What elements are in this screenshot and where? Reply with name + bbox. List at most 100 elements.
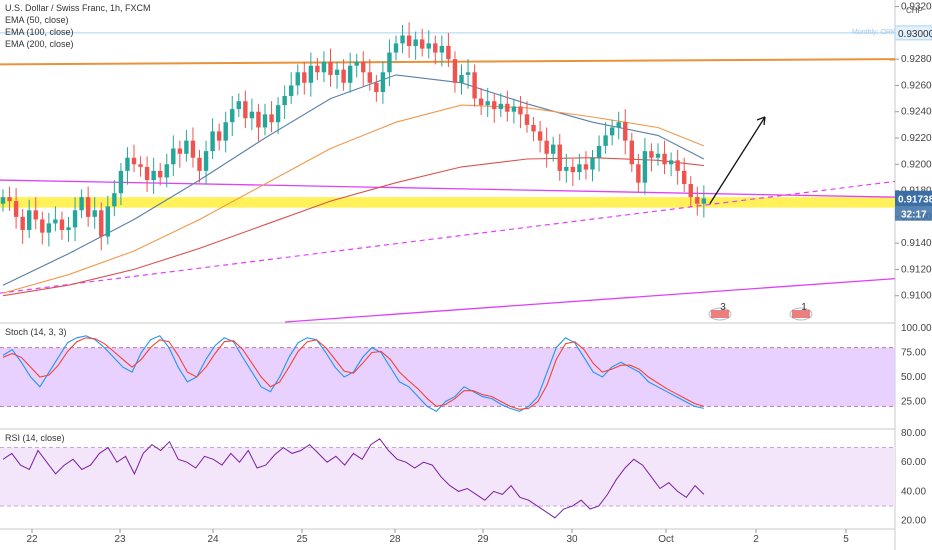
candle-body (459, 74, 464, 83)
projection-arrow (709, 116, 766, 205)
time-tick-label: 22 (26, 534, 38, 545)
candle-body (177, 148, 183, 154)
candle-body (0, 197, 6, 204)
ema200-line (2, 157, 704, 297)
currency-label: CHF (906, 6, 923, 15)
candle-body (171, 148, 176, 165)
rsi-line (2, 438, 705, 519)
candle-body (13, 201, 19, 217)
candle-body (105, 206, 110, 237)
candle-body (354, 61, 359, 66)
candle-body (341, 69, 346, 83)
candle-body (72, 210, 78, 228)
candle-body (498, 103, 503, 110)
candle-body (203, 151, 209, 171)
candle-body (328, 61, 333, 75)
candle-body (446, 46, 451, 60)
candle-body (347, 65, 353, 83)
candle-body (216, 131, 222, 141)
candle-body (334, 69, 340, 75)
candle-body (596, 145, 602, 158)
dashed-trend-line (0, 180, 896, 294)
last-price-tag (895, 190, 932, 207)
candle-body (249, 111, 255, 119)
candle-body (308, 65, 314, 83)
event-count: 3 (720, 302, 726, 313)
candle-body (190, 140, 196, 158)
last-price-label: 0.91738 (898, 195, 932, 206)
stoch-title: Stoch (14, 3, 3) (5, 327, 67, 337)
candle-body (524, 114, 530, 125)
candle-body (616, 122, 621, 128)
candle-body (485, 101, 490, 106)
candle-body (99, 210, 104, 237)
candle-body (609, 127, 615, 136)
candle-body (387, 52, 392, 73)
time-tick-label: Oct (658, 534, 674, 545)
candle-body (380, 72, 386, 92)
candle-body (256, 111, 261, 128)
time-tick-label: 5 (843, 534, 849, 545)
time-tick-label: 30 (566, 534, 578, 545)
candle-body (151, 170, 156, 181)
candle-body (629, 140, 634, 165)
candle-body (210, 131, 215, 152)
candle-body (701, 198, 707, 204)
candle-body (112, 193, 117, 207)
candle-body (577, 164, 582, 173)
rsi-tick-label: 20.00 (901, 516, 926, 527)
rsi-band (0, 447, 895, 507)
candle-body (406, 35, 412, 46)
magenta-channel-line (0, 179, 896, 198)
stoch-band (0, 347, 895, 407)
candle-body (472, 72, 477, 99)
candle-body (426, 43, 431, 49)
candle-body (27, 210, 32, 230)
candle-body (465, 72, 471, 75)
candle-body (275, 105, 281, 123)
candle-body (564, 166, 569, 171)
candle-body (393, 43, 399, 53)
candle-body (131, 157, 137, 165)
ema100-line (2, 104, 705, 294)
candle-body (452, 59, 458, 83)
legend-ema100: EMA (100, close) (5, 27, 74, 37)
stoch-tick-label: 25.00 (901, 397, 926, 408)
upper-trend-line (0, 58, 896, 66)
event-flag-icon (711, 310, 729, 318)
level-tag (894, 25, 932, 41)
stoch-tick-label: 100.00 (901, 323, 932, 334)
candle-body (583, 164, 589, 170)
candle-body (59, 219, 65, 230)
legend-ema200: EMA (200, close) (5, 39, 74, 49)
candle-body (302, 72, 307, 83)
candle-body (230, 109, 235, 123)
ema50-line (2, 74, 705, 286)
candle-body (92, 210, 97, 217)
candle-body (557, 144, 562, 171)
candle-body (439, 46, 445, 53)
candle-body (262, 114, 268, 128)
candles (0, 22, 707, 251)
candle-body (400, 35, 405, 44)
candle-body (125, 157, 130, 171)
countdown-label: 32:17 (901, 210, 927, 221)
candle-body (53, 219, 58, 224)
candle-body (66, 227, 71, 230)
candle-body (40, 219, 45, 233)
candle-body (420, 39, 425, 49)
rsi-tick-label: 60.00 (901, 457, 926, 468)
candle-body (695, 197, 700, 204)
time-tick-label: 24 (207, 534, 219, 545)
candle-body (33, 210, 38, 220)
event-flag-icon (792, 310, 810, 318)
monthly-label: Monthly: ORK (852, 29, 896, 36)
